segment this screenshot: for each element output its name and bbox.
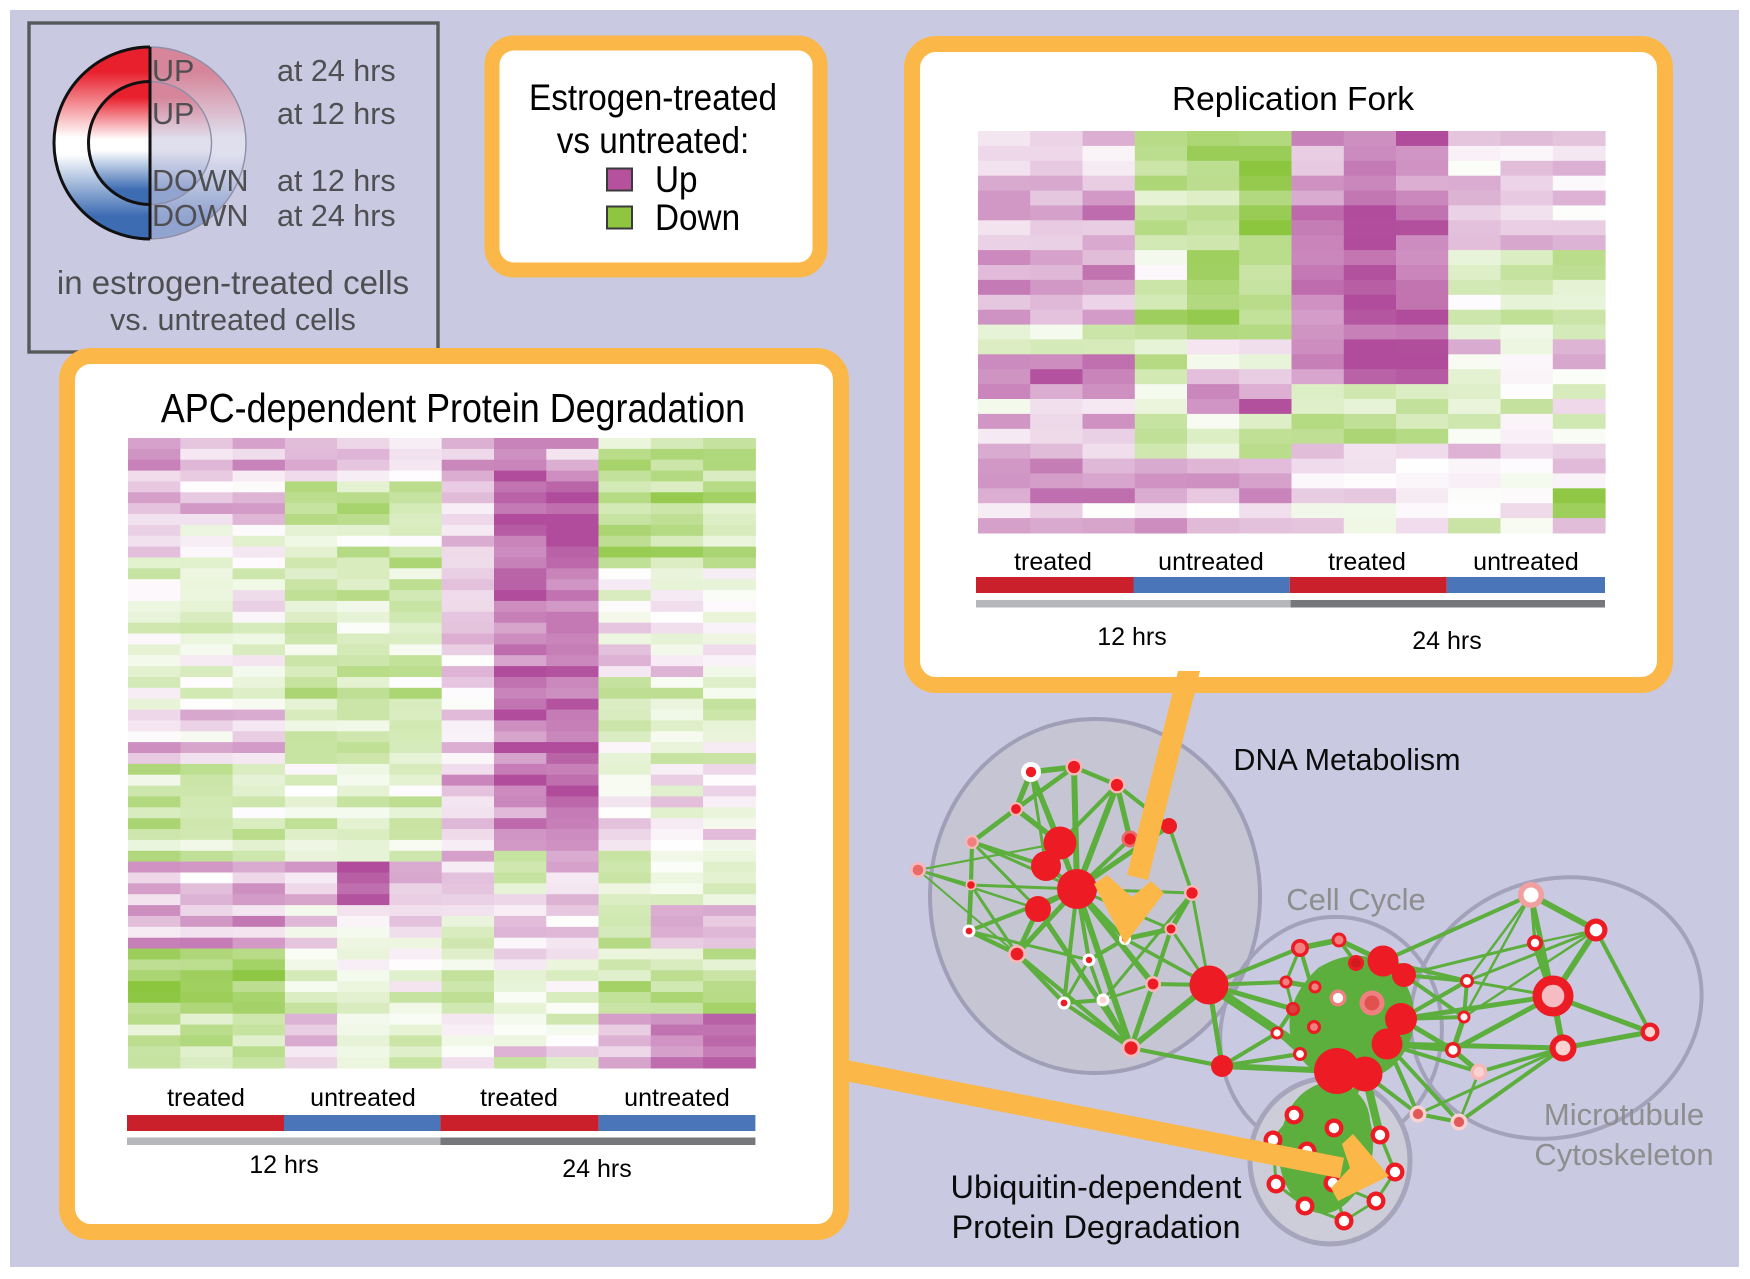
svg-text:untreated: untreated: [1473, 548, 1579, 576]
svg-text:at 24 hrs: at 24 hrs: [277, 54, 396, 88]
svg-text:treated: treated: [480, 1084, 558, 1112]
svg-text:untreated: untreated: [624, 1084, 730, 1112]
svg-text:APC-dependent Protein Degradat: APC-dependent Protein Degradation: [161, 386, 745, 432]
svg-text:at 12 hrs: at 12 hrs: [277, 97, 396, 131]
svg-text:12 hrs: 12 hrs: [249, 1151, 318, 1179]
svg-text:Down: Down: [655, 197, 740, 238]
svg-text:Replication Fork: Replication Fork: [1172, 81, 1414, 118]
svg-text:12 hrs: 12 hrs: [1097, 623, 1166, 651]
svg-text:Cytoskeleton: Cytoskeleton: [1534, 1137, 1713, 1172]
svg-text:Microtubule: Microtubule: [1544, 1097, 1704, 1132]
svg-text:untreated: untreated: [310, 1084, 416, 1112]
svg-text:untreated: untreated: [1158, 548, 1264, 576]
svg-text:DOWN: DOWN: [152, 164, 249, 198]
svg-text:treated: treated: [1014, 548, 1092, 576]
svg-text:24 hrs: 24 hrs: [562, 1155, 631, 1183]
svg-text:at 12 hrs: at 12 hrs: [277, 164, 396, 198]
svg-text:UP: UP: [152, 97, 194, 131]
svg-text:Cell Cycle: Cell Cycle: [1286, 882, 1426, 917]
svg-text:Ubiquitin-dependent: Ubiquitin-dependent: [951, 1169, 1242, 1205]
svg-text:vs untreated:: vs untreated:: [557, 120, 749, 161]
svg-text:at 24 hrs: at 24 hrs: [277, 199, 396, 233]
svg-text:Protein Degradation: Protein Degradation: [951, 1209, 1240, 1245]
svg-text:Up: Up: [655, 159, 698, 200]
svg-text:vs. untreated cells: vs. untreated cells: [110, 303, 356, 337]
svg-text:Estrogen-treated: Estrogen-treated: [529, 77, 777, 118]
svg-text:in estrogen-treated cells: in estrogen-treated cells: [57, 264, 409, 301]
svg-text:treated: treated: [1328, 548, 1406, 576]
svg-text:DNA Metabolism: DNA Metabolism: [1233, 743, 1460, 777]
svg-text:DOWN: DOWN: [152, 199, 249, 233]
svg-text:treated: treated: [167, 1084, 245, 1112]
svg-text:24 hrs: 24 hrs: [1412, 627, 1481, 655]
svg-text:UP: UP: [152, 54, 194, 88]
